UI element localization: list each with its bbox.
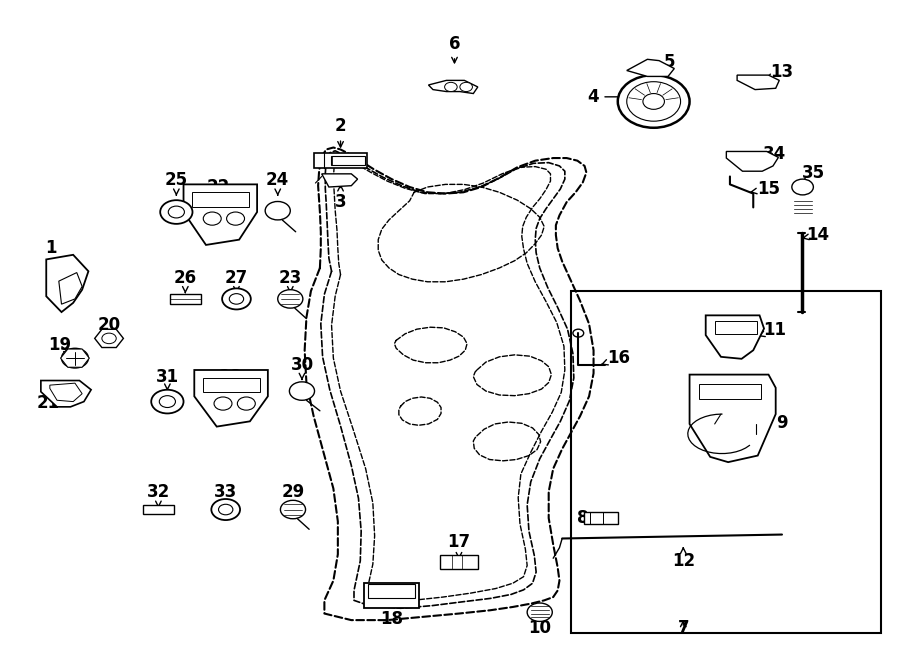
Text: 9: 9 xyxy=(764,414,788,432)
Text: 20: 20 xyxy=(97,316,121,337)
Polygon shape xyxy=(60,349,89,368)
Circle shape xyxy=(168,206,184,218)
Circle shape xyxy=(626,82,680,121)
Text: 21: 21 xyxy=(37,391,62,412)
Bar xyxy=(440,555,478,569)
Bar xyxy=(330,156,365,165)
Polygon shape xyxy=(428,81,478,94)
Circle shape xyxy=(160,200,193,224)
Text: 18: 18 xyxy=(380,602,403,628)
Circle shape xyxy=(573,329,584,337)
Circle shape xyxy=(460,83,473,92)
Polygon shape xyxy=(321,174,357,187)
Circle shape xyxy=(222,288,251,309)
Text: 7: 7 xyxy=(678,619,689,637)
Text: 3: 3 xyxy=(335,186,346,211)
Text: 2: 2 xyxy=(335,118,346,147)
Text: 15: 15 xyxy=(751,180,780,198)
Text: 10: 10 xyxy=(528,613,551,637)
Bar xyxy=(584,512,617,524)
Text: 30: 30 xyxy=(291,356,313,379)
Circle shape xyxy=(643,94,664,109)
Bar xyxy=(364,582,419,607)
Text: 11: 11 xyxy=(758,321,787,340)
Bar xyxy=(368,584,415,598)
Circle shape xyxy=(445,83,457,92)
Polygon shape xyxy=(193,192,249,207)
Polygon shape xyxy=(194,370,268,426)
Circle shape xyxy=(290,382,314,401)
Text: 29: 29 xyxy=(282,483,304,507)
Text: 22: 22 xyxy=(207,178,230,202)
Polygon shape xyxy=(706,315,764,359)
Text: 6: 6 xyxy=(449,35,460,63)
Polygon shape xyxy=(689,375,776,462)
Polygon shape xyxy=(726,151,778,171)
Bar xyxy=(170,294,201,303)
Bar xyxy=(143,505,174,514)
Text: 23: 23 xyxy=(279,269,302,293)
Circle shape xyxy=(102,333,116,344)
Text: 14: 14 xyxy=(803,226,830,244)
Circle shape xyxy=(617,75,689,128)
Bar xyxy=(572,291,881,633)
Circle shape xyxy=(159,396,176,408)
Text: 4: 4 xyxy=(588,88,626,106)
Text: 32: 32 xyxy=(147,483,170,507)
Text: 27: 27 xyxy=(225,269,248,293)
Text: 34: 34 xyxy=(760,145,787,163)
Polygon shape xyxy=(58,272,82,304)
Text: 5: 5 xyxy=(654,53,676,71)
Circle shape xyxy=(266,202,291,220)
Text: 19: 19 xyxy=(48,336,71,354)
Circle shape xyxy=(151,390,184,413)
Text: 17: 17 xyxy=(447,533,471,558)
Circle shape xyxy=(238,397,256,410)
Text: 33: 33 xyxy=(214,483,238,507)
Circle shape xyxy=(214,397,232,410)
Circle shape xyxy=(203,212,221,225)
Circle shape xyxy=(527,603,553,621)
Text: 24: 24 xyxy=(266,171,290,195)
Circle shape xyxy=(219,504,233,515)
Polygon shape xyxy=(698,385,761,399)
Bar xyxy=(313,153,367,168)
Text: 16: 16 xyxy=(601,349,630,367)
Circle shape xyxy=(212,499,240,520)
Polygon shape xyxy=(184,184,257,245)
Circle shape xyxy=(792,179,814,195)
Polygon shape xyxy=(40,381,91,407)
Text: 13: 13 xyxy=(765,63,794,81)
Polygon shape xyxy=(203,378,260,392)
Text: 31: 31 xyxy=(156,368,179,389)
Polygon shape xyxy=(715,321,757,334)
Text: 26: 26 xyxy=(174,269,197,293)
Circle shape xyxy=(61,348,88,368)
Circle shape xyxy=(230,293,244,304)
Polygon shape xyxy=(737,75,779,90)
Text: 25: 25 xyxy=(165,171,188,195)
Polygon shape xyxy=(626,59,674,77)
Text: 28: 28 xyxy=(219,368,242,389)
Text: 1: 1 xyxy=(45,239,65,277)
Circle shape xyxy=(278,290,303,308)
Circle shape xyxy=(227,212,245,225)
Circle shape xyxy=(281,500,305,519)
Text: 35: 35 xyxy=(802,163,825,184)
Text: 8: 8 xyxy=(577,509,597,527)
Polygon shape xyxy=(46,254,88,312)
Text: 12: 12 xyxy=(671,548,695,570)
Polygon shape xyxy=(94,329,123,348)
Polygon shape xyxy=(50,383,82,402)
